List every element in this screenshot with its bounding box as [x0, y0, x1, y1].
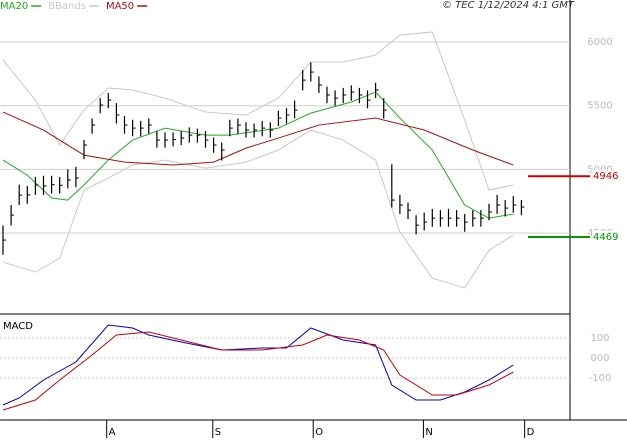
panel-title: MACD — [3, 321, 33, 332]
value-marker-label: 4469 — [593, 232, 618, 243]
line — [2, 331, 514, 411]
legend-label: MA20 — [0, 1, 28, 12]
x-tick-label: A — [109, 427, 116, 438]
y-tick-label: 5500 — [587, 101, 612, 112]
legend-label: MA50 — [106, 1, 134, 12]
value-marker-bg — [592, 170, 618, 183]
x-tick-label: D — [527, 427, 535, 438]
value-marker-label: 4946 — [593, 171, 618, 182]
legend-label: BBands — [48, 1, 86, 12]
y-tick-label: -100 — [589, 373, 612, 384]
copyright: © TEC 1/12/2024 4:1 GMT — [442, 0, 575, 11]
x-tick-label: N — [425, 427, 432, 438]
x-tick-label: S — [215, 427, 221, 438]
x-tick-label: O — [315, 427, 323, 438]
y-tick-label: 5000 — [587, 164, 612, 175]
y-tick-label: 000 — [590, 353, 609, 364]
y-tick-label: 6000 — [587, 37, 612, 48]
line — [2, 31, 514, 191]
value-marker-bg — [592, 230, 618, 243]
band-line — [2, 129, 514, 289]
y-tick-label: 100 — [590, 333, 609, 344]
